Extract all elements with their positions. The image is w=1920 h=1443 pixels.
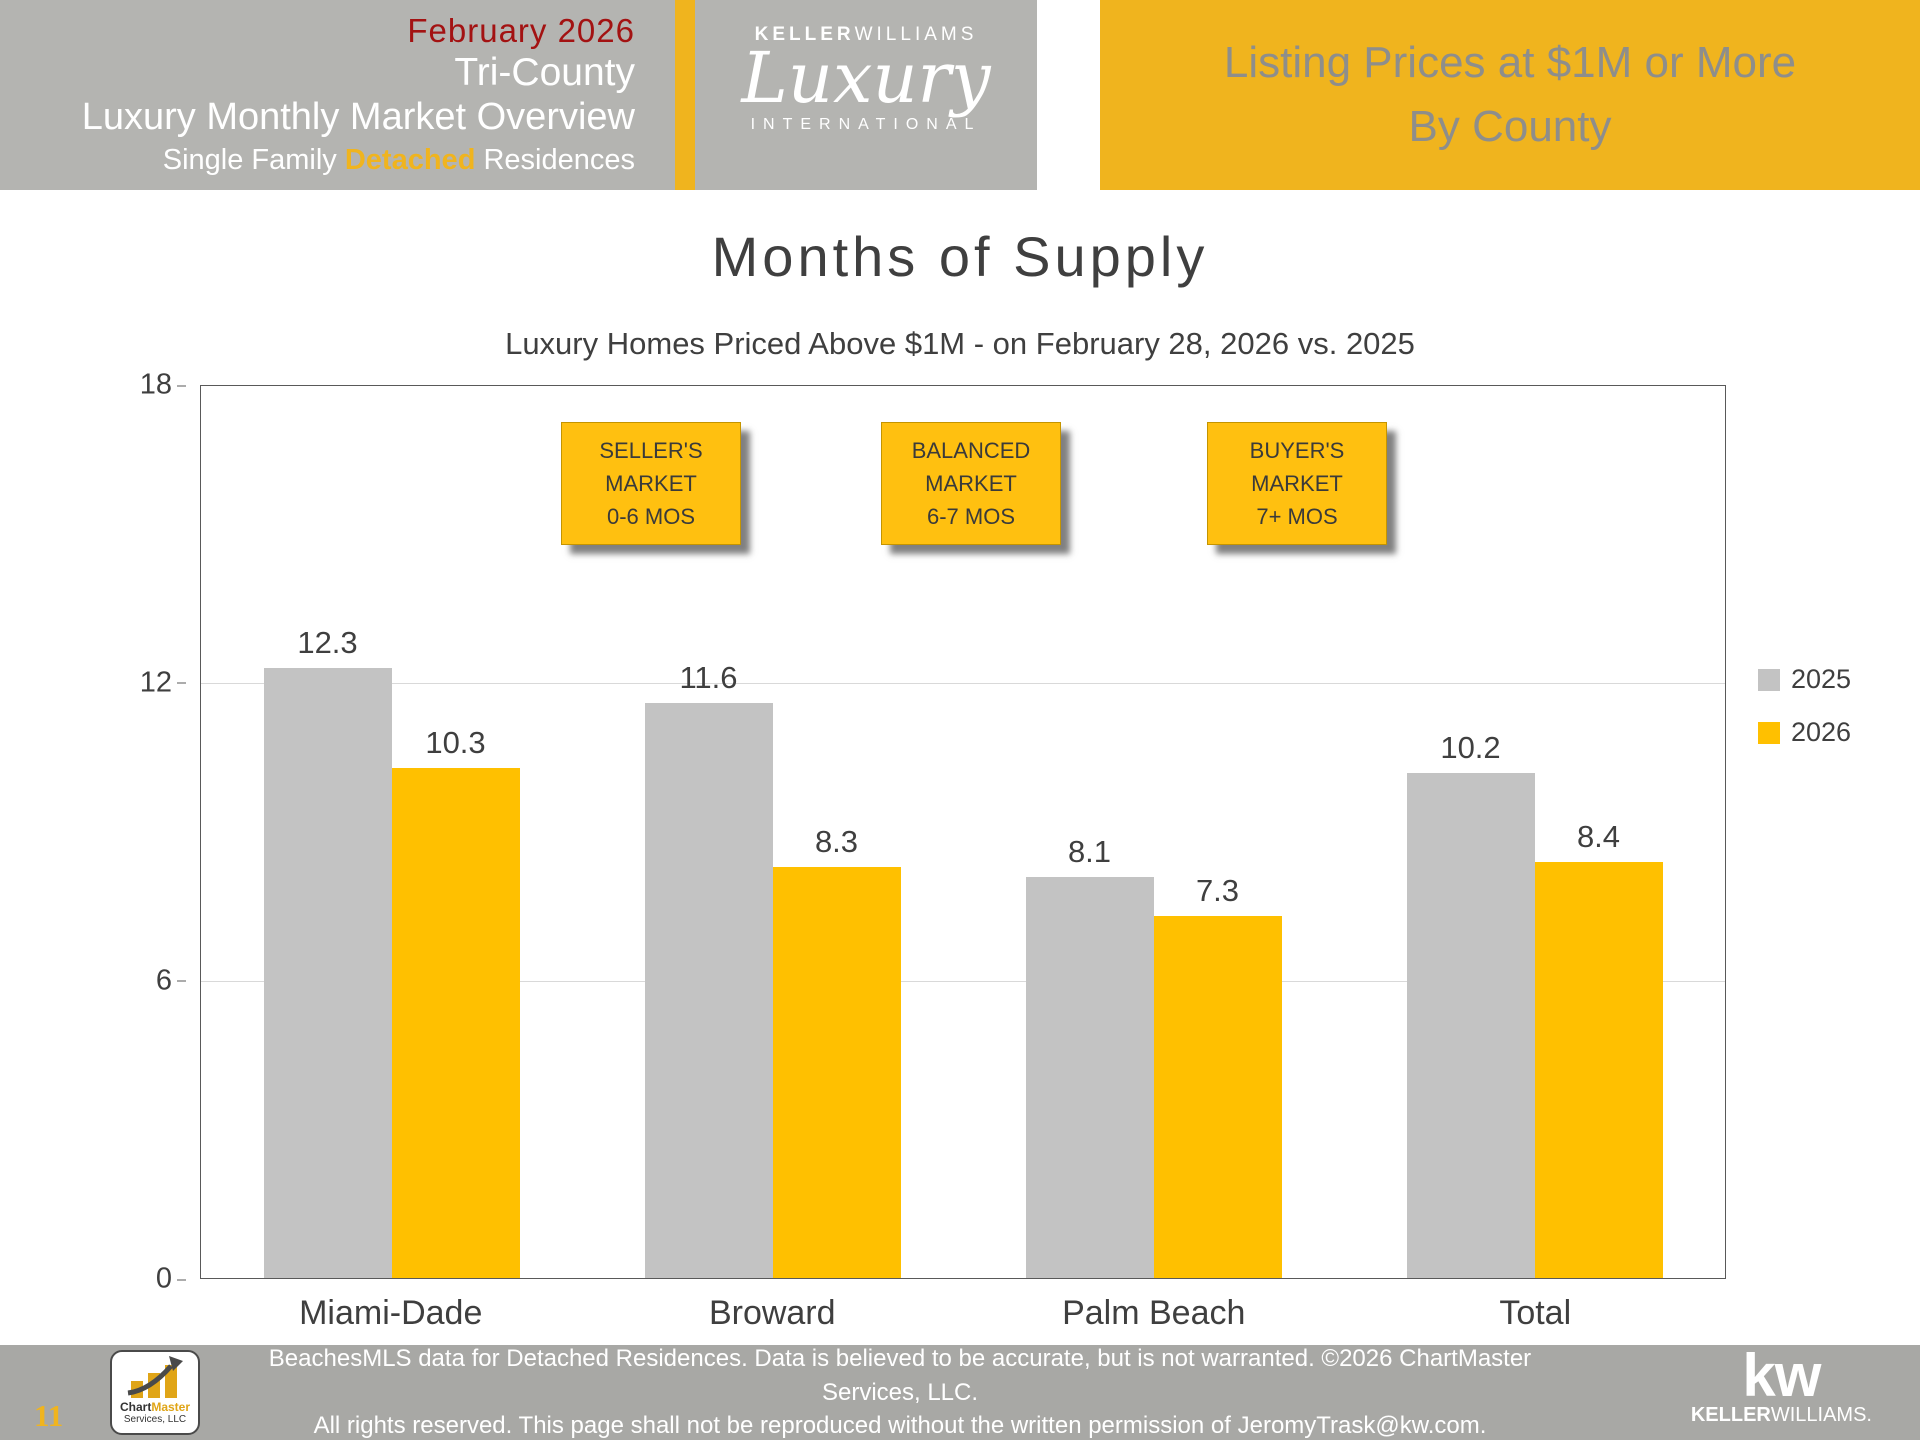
gridline-6 (201, 980, 1725, 982)
header-right-line1: Listing Prices at $1M or More (1223, 38, 1797, 88)
bar-2026-total: 8.4 (1534, 386, 1663, 1278)
x-axis-label-total: Total (1499, 1294, 1572, 1332)
gridlines (201, 386, 1725, 1278)
kw-logo-mark: kw (1742, 1342, 1821, 1409)
bar-2025-miami-dade: 12.3 (263, 386, 392, 1278)
kw-luxury-logo-script: Luxury (741, 37, 991, 119)
bar (644, 703, 773, 1278)
market-annotation-3: BUYER'S MARKET 7+ MOS (1207, 422, 1387, 545)
bar-value-label: 11.6 (679, 660, 738, 696)
bar-group-palm-beach: 8.1 7.3 (963, 386, 1344, 1278)
page-number: 11 (34, 1398, 64, 1433)
bar (1534, 861, 1663, 1278)
y-axis-tick-label: 12 (139, 666, 187, 699)
legend: 2025 2026 (1758, 664, 1851, 770)
bar-group-total: 10.2 8.4 (1344, 386, 1725, 1278)
bar (1153, 916, 1282, 1278)
bar-groups: 12.3 10.3 11.6 8.3 8.1 7.3 10.2 8.4 (201, 386, 1725, 1278)
chartmaster-bars-icon (127, 1356, 183, 1398)
footer: 11 ChartMaster Services, LLC BeachesMLS … (0, 1345, 1920, 1440)
bar-group-broward: 11.6 8.3 (582, 386, 963, 1278)
header-right-panel: Listing Prices at $1M or More By County (1100, 0, 1920, 190)
chart-title: Months of Supply (711, 225, 1209, 288)
x-axis-labels: Miami-Dade Broward Palm Beach Total (200, 1294, 1726, 1333)
bar-2026-broward: 8.3 (772, 386, 901, 1278)
bar-2026-palm-beach: 7.3 (1153, 386, 1282, 1278)
bar-value-label: 8.4 (1576, 818, 1621, 854)
legend-swatch-2026 (1758, 721, 1780, 744)
report-subtitle: Single Family Detached Residences (162, 144, 635, 176)
y-axis-tick-label: 0 (155, 1262, 187, 1295)
kw-logo: kw KELLERWILLIAMS. (1690, 1342, 1872, 1427)
bar-2025-palm-beach: 8.1 (1025, 386, 1154, 1278)
report-date: February 2026 (407, 12, 635, 49)
header-right-line2: By County (1408, 102, 1612, 151)
bar (1406, 772, 1535, 1278)
gold-divider (675, 0, 695, 190)
y-axis-labels: 0 6 12 18 (60, 369, 187, 1295)
bar-value-label: 12.3 (297, 625, 358, 661)
kw-luxury-logo: KELLERWILLIAMS Luxury INTERNATIONAL (695, 0, 1037, 190)
market-annotations: SELLER'S MARKET 0-6 MOS BALANCED MARKET 6… (201, 386, 1725, 1278)
bar (263, 668, 392, 1278)
x-axis-label-miami-dade: Miami-Dade (299, 1294, 483, 1332)
market-annotation-1: SELLER'S MARKET 0-6 MOS (561, 422, 741, 545)
bar-value-label: 10.2 (1440, 729, 1501, 765)
y-axis-tick-label: 18 (139, 368, 187, 401)
bar-value-label: 8.1 (1067, 833, 1112, 869)
x-axis-label-broward: Broward (708, 1294, 836, 1332)
kw-luxury-logo-international: INTERNATIONAL (750, 115, 982, 133)
legend-item-2026: 2026 (1758, 717, 1851, 748)
legend-swatch-2025 (1758, 668, 1780, 691)
gridline-12 (201, 683, 1725, 685)
detached-highlight: Detached (344, 144, 476, 176)
disclaimer-line2: All rights reserved. This page shall not… (313, 1412, 1487, 1440)
chartmaster-name: ChartMaster (119, 1400, 191, 1414)
y-axis-tick-label: 6 (155, 964, 187, 997)
header-left-panel: February 2026 Tri-County Luxury Monthly … (0, 0, 675, 190)
x-axis-label-palm-beach: Palm Beach (1062, 1294, 1246, 1332)
chart-subtitle: Luxury Homes Priced Above $1M - on Febru… (505, 326, 1415, 361)
plot-area: 12.3 10.3 11.6 8.3 8.1 7.3 10.2 8.4 SELLER'S MA… (200, 385, 1726, 1279)
bar-value-label: 10.3 (425, 724, 486, 760)
legend-label-2026: 2026 (1791, 717, 1852, 747)
bar-2025-total: 10.2 (1406, 386, 1535, 1278)
report-region: Tri-County (454, 51, 635, 94)
legend-item-2025: 2025 (1758, 664, 1851, 695)
bar (391, 767, 520, 1278)
report-title: Luxury Monthly Market Overview (81, 96, 635, 138)
bar (1025, 876, 1154, 1278)
market-annotation-2: BALANCED MARKET 6-7 MOS (881, 422, 1061, 545)
bar-2025-broward: 11.6 (644, 386, 773, 1278)
kw-logo-name: KELLERWILLIAMS. (1690, 1404, 1872, 1426)
bar-group-miami-dade: 12.3 10.3 (201, 386, 582, 1278)
bar-value-label: 7.3 (1195, 873, 1240, 909)
legend-label-2025: 2025 (1791, 664, 1852, 694)
chartmaster-services: Services, LLC (123, 1414, 187, 1426)
bar-2026-miami-dade: 10.3 (391, 386, 520, 1278)
chartmaster-logo: ChartMaster Services, LLC (110, 1350, 200, 1435)
bar (772, 866, 901, 1278)
bar-value-label: 8.3 (814, 823, 859, 859)
disclaimer-line1: BeachesMLS data for Detached Residences.… (268, 1345, 1532, 1406)
disclaimer: BeachesMLS data for Detached Residences.… (260, 1345, 1540, 1440)
kw-luxury-logo-wordmark: KELLERWILLIAMS (754, 24, 978, 45)
header: February 2026 Tri-County Luxury Monthly … (0, 0, 1920, 190)
